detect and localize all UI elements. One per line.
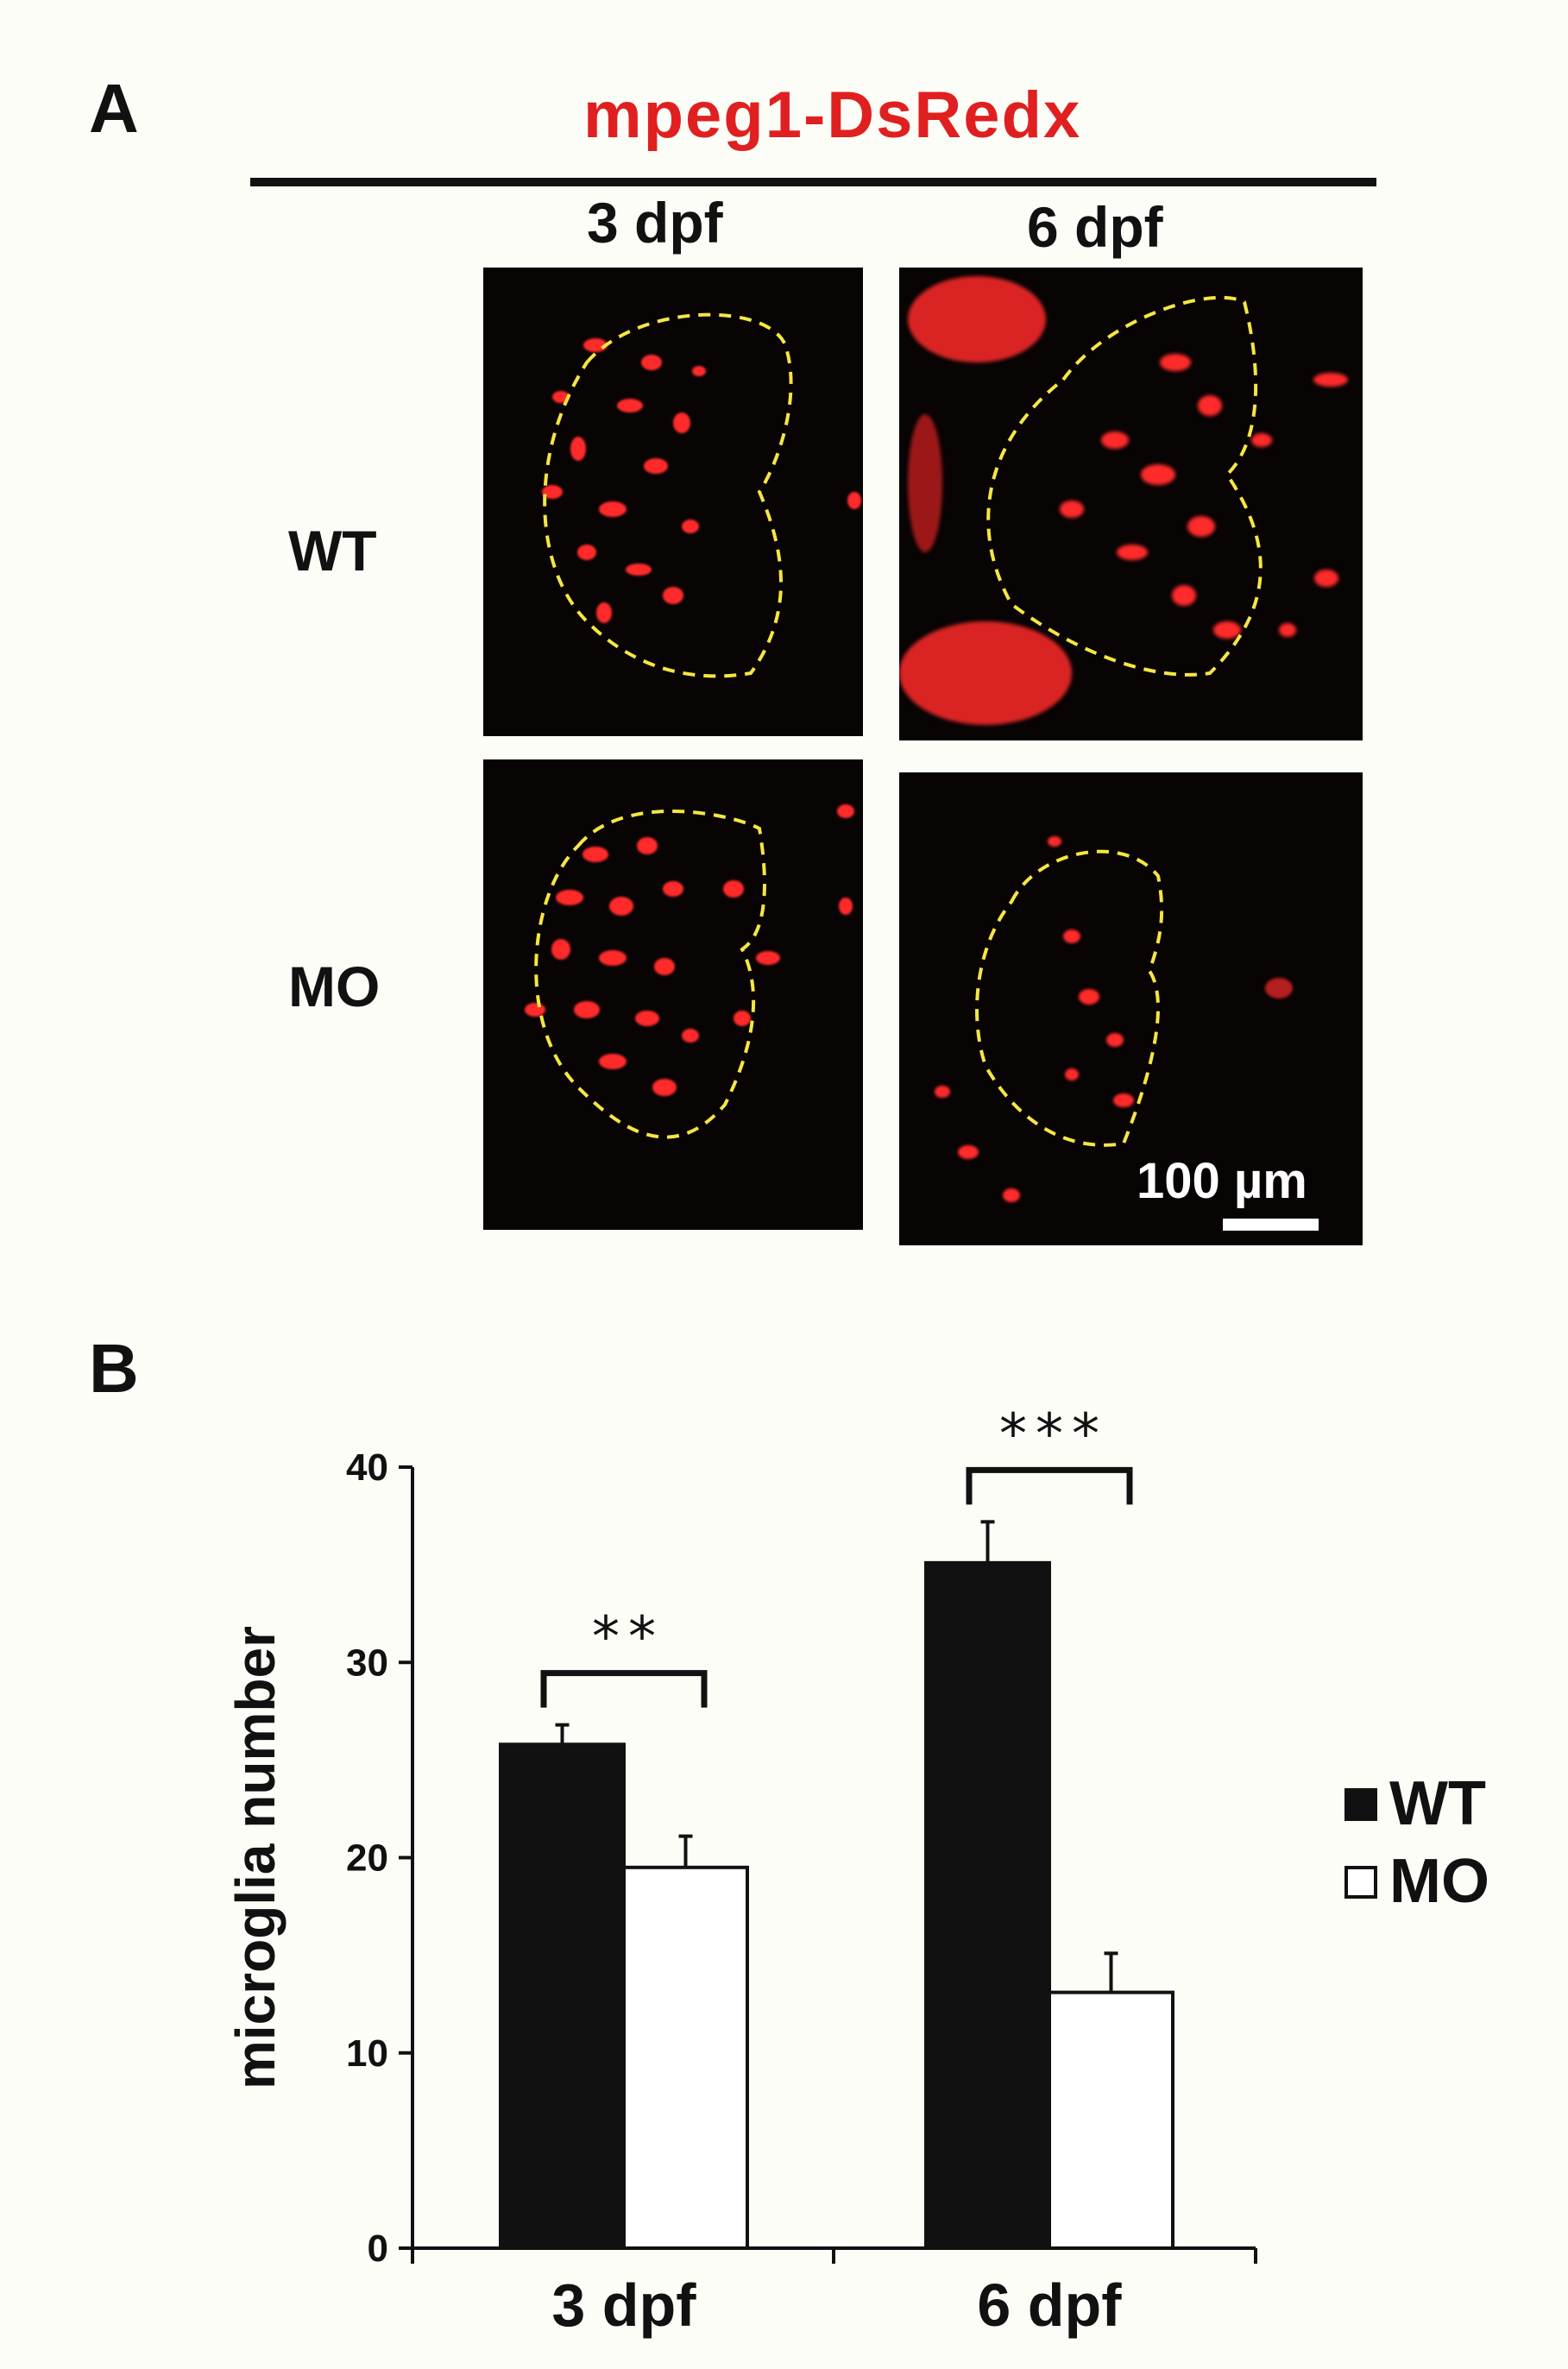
- significance-label: **: [592, 1606, 664, 1670]
- column-label-3dpf: 3 dpf: [587, 191, 723, 255]
- bar-mo-0: [622, 1865, 749, 2250]
- micrograph-mo-3dpf: [483, 759, 863, 1230]
- x-category-label: 3 dpf: [551, 2271, 696, 2339]
- row-label-mo: MO: [288, 955, 381, 1018]
- y-axis-label: microglia number: [224, 1626, 287, 2089]
- legend-swatch-mo: [1344, 1866, 1377, 1899]
- microglia-cells: [935, 836, 1293, 1202]
- panel-a-title: mpeg1-DsRedx: [583, 79, 1082, 152]
- region-outline: [534, 810, 766, 1139]
- legend-label-wt: WT: [1389, 1769, 1486, 1838]
- micrograph-wt-6dpf: [899, 268, 1363, 740]
- legend-swatch-wt: [1344, 1788, 1377, 1821]
- micrograph-mo-6dpf: 100 µm: [899, 772, 1363, 1245]
- scale-bar: [1223, 1219, 1319, 1231]
- bar-wt-1: [924, 1560, 1051, 2250]
- bar-mo-1: [1048, 1990, 1174, 2250]
- significance-label: ***: [999, 1402, 1108, 1466]
- region-outline: [975, 849, 1164, 1147]
- micrograph-wt-3dpf: [483, 268, 863, 736]
- microglia-cells: [899, 276, 1348, 725]
- legend-label-mo: MO: [1389, 1847, 1489, 1916]
- microglia-cells: [542, 338, 861, 623]
- panel-b-letter: B: [89, 1330, 139, 1407]
- row-label-wt: WT: [288, 519, 377, 583]
- column-label-6dpf: 6 dpf: [1027, 195, 1163, 259]
- y-tick-label: 10: [346, 2032, 388, 2075]
- scale-bar-label: 100 µm: [1137, 1153, 1307, 1209]
- y-tick-label: 0: [368, 2227, 388, 2270]
- region-outline: [543, 312, 793, 678]
- y-tick-label: 40: [346, 1446, 388, 1489]
- bar-wt-0: [499, 1742, 626, 2250]
- title-underline: [250, 178, 1376, 186]
- y-tick-label: 30: [346, 1641, 388, 1684]
- y-tick-label: 20: [346, 1837, 388, 1880]
- region-outline: [986, 295, 1263, 677]
- microglia-cells: [525, 804, 854, 1096]
- significance-bracket: [966, 1466, 1133, 1505]
- panel-a-letter: A: [89, 70, 139, 147]
- significance-bracket: [540, 1670, 708, 1708]
- x-category-label: 6 dpf: [977, 2271, 1122, 2339]
- bar-chart: 0 10 20 30 40 microglia number 3 dpf ** 6 dpf ***…: [224, 1402, 1489, 2339]
